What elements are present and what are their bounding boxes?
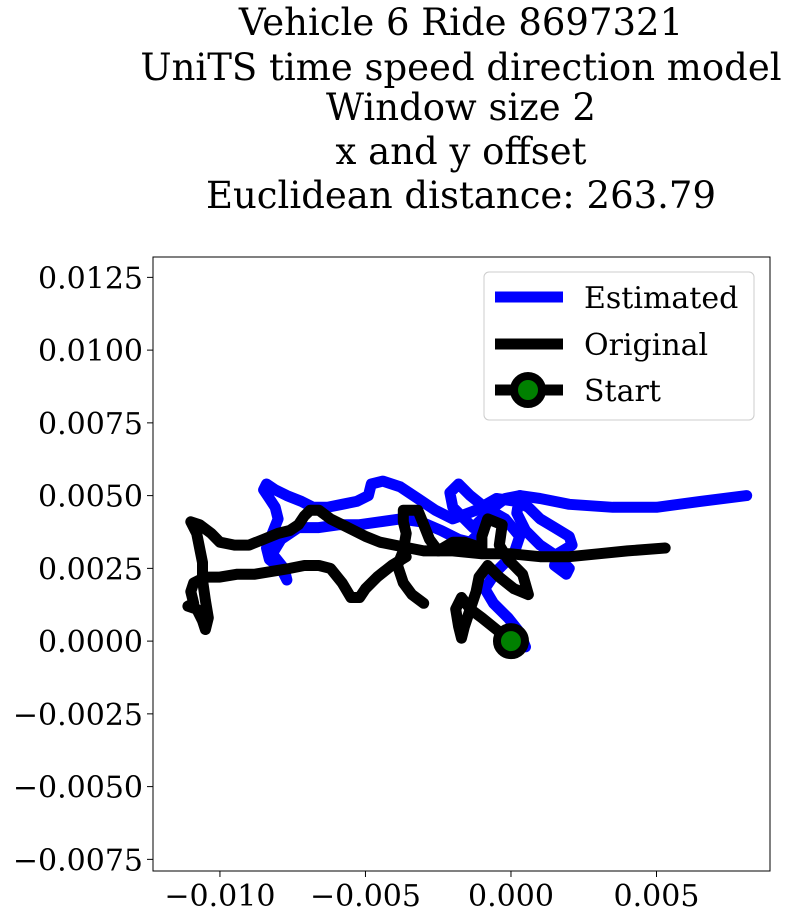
x-tick-label: −0.010 [164,879,275,914]
series-line-original-3 [392,504,534,647]
legend-label-original: Original [584,328,708,363]
title-line-5: Euclidean distance: 263.79 [206,174,716,217]
series-layer [182,475,753,660]
title-line-1: Vehicle 6 Ride 8697321 [238,1,683,44]
legend-start-marker [510,372,546,408]
series-line-estimated-1 [444,478,753,653]
plot-frame [152,256,771,872]
y-tick-label: 0.0075 [38,407,143,442]
title-line-3: Window size 2 [326,86,596,129]
legend-label-start: Start [584,374,661,409]
y-tick-label: 0.0125 [38,261,143,296]
x-tick-label: 0.005 [614,879,700,914]
legend: Estimated Original Start [483,271,755,421]
y-tick-label: 0.0025 [38,552,143,587]
title-line-2: UniTS time speed direction model [140,46,781,89]
x-axis: −0.010 −0.005 0.000 0.005 [164,871,699,914]
legend-label-estimated: Estimated [584,281,738,316]
y-tick-label: −0.0025 [13,698,143,733]
title-line-4: x and y offset [336,130,587,173]
series-line-original-4 [182,504,671,635]
y-tick-label: 0.0050 [38,480,143,515]
start-marker [492,623,529,660]
y-tick-label: 0.0000 [38,625,143,660]
y-tick-label: −0.0075 [13,843,143,878]
x-tick-label: 0.000 [468,879,554,914]
y-tick-label: 0.0100 [38,334,143,369]
y-tick-label: −0.0050 [13,771,143,806]
legend-box [483,271,755,421]
x-tick-label: −0.005 [310,879,421,914]
y-axis: 0.0125 0.0100 0.0075 0.0050 0.0025 0.0000 −0.0… [13,261,153,878]
